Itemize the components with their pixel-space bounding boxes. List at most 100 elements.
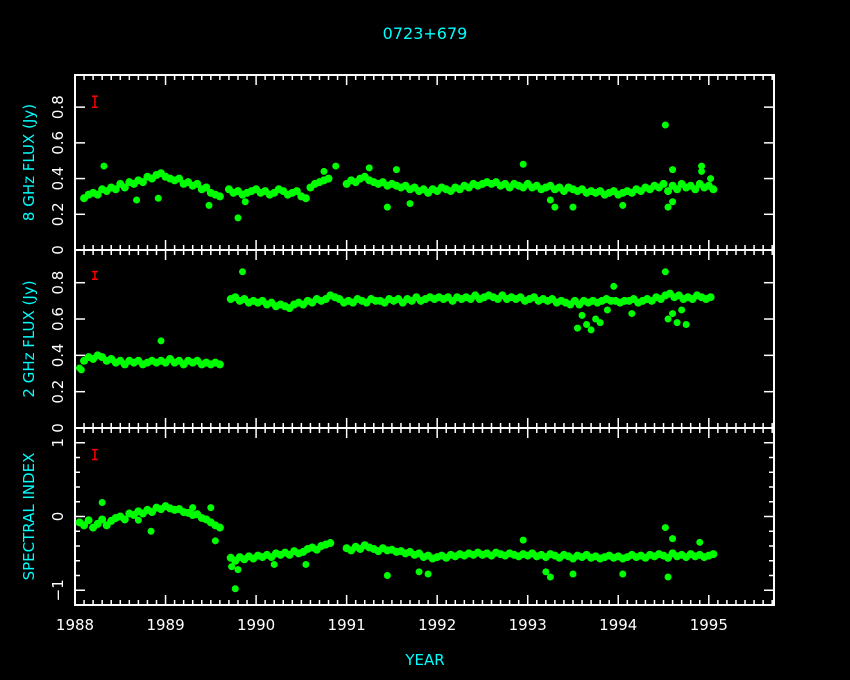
data-point — [664, 187, 673, 196]
panel-3: −1 0 1 SPECTRAL INDEX — [20, 427, 775, 606]
data-point-outlier — [133, 196, 141, 204]
x-tick-label: 1990 — [237, 616, 275, 634]
data-point-outlier — [673, 319, 681, 327]
data-point-outlier — [406, 200, 414, 208]
data-point — [324, 174, 333, 183]
data-point-outlier — [424, 570, 432, 578]
y-axis-label: 8 GHz FLUX (Jy) — [20, 104, 38, 221]
data-point-outlier — [234, 214, 242, 222]
x-tick-label: 1992 — [418, 616, 456, 634]
data-point-outlier — [100, 162, 108, 170]
y-tick-label: 0.6 — [49, 307, 67, 331]
data-point-outlier — [664, 203, 672, 211]
x-tick-label: 1988 — [56, 616, 94, 634]
data-point-outlier — [365, 164, 373, 172]
data-point-outlier — [569, 570, 577, 578]
data-point-outlier — [546, 573, 554, 581]
data-point-outlier — [619, 201, 627, 209]
data-point-outlier — [698, 162, 706, 170]
data-point-outlier — [698, 167, 706, 175]
x-tick-label: 1993 — [509, 616, 547, 634]
panel-2: 0 0.2 0.4 0.6 0.8 2 GHz FLUX (Jy) — [20, 249, 775, 433]
data-point-outlier — [669, 166, 677, 174]
data-point — [292, 187, 301, 196]
x-tick-label: 1989 — [146, 616, 184, 634]
data-point-outlier — [332, 162, 340, 170]
data-point-outlier — [610, 282, 618, 290]
data-point-outlier — [696, 538, 704, 546]
data-point — [202, 183, 211, 192]
panel-1: 0 0.2 0.4 0.6 0.8 8 GHz FLUX (Jy) — [20, 74, 775, 255]
data-point-outlier — [661, 121, 669, 129]
data-point — [120, 515, 129, 524]
data-point-outlier — [682, 320, 690, 328]
data-point-outlier — [270, 560, 278, 568]
data-point-outlier — [587, 326, 595, 334]
data-point-outlier — [228, 563, 236, 571]
data-point-outlier — [320, 167, 328, 175]
data-point — [120, 183, 129, 192]
y-tick-label: 0 — [49, 245, 67, 255]
data-point-outlier — [707, 175, 715, 183]
data-point — [98, 515, 107, 524]
data-point-outlier — [669, 535, 677, 543]
data-point-outlier — [392, 166, 400, 174]
x-tick-label: 1995 — [690, 616, 728, 634]
chart-title: 0723+679 — [383, 24, 468, 43]
data-point-outlier — [619, 570, 627, 578]
data-point-outlier — [211, 537, 219, 545]
data-point-outlier — [519, 160, 527, 168]
data-point-outlier — [98, 498, 106, 506]
data-point-outlier — [596, 319, 604, 327]
x-axis-label: YEAR — [404, 651, 444, 669]
data-point — [193, 179, 202, 188]
data-point-outlier — [664, 315, 672, 323]
data-point — [709, 185, 718, 194]
data-point — [80, 521, 89, 530]
data-point-outlier — [546, 196, 554, 204]
data-point — [326, 539, 335, 548]
panels: 0 0.2 0.4 0.6 0.8 8 GHz FLUX (Jy) 0 0.2 0.4 0.6 0.… — [20, 74, 775, 634]
panel-frame — [74, 249, 775, 429]
data-point-outlier — [661, 524, 669, 532]
y-tick-label: 0.2 — [49, 380, 67, 404]
y-axis-label: SPECTRAL INDEX — [20, 453, 38, 581]
data-point-outlier — [664, 573, 672, 581]
data-point-outlier — [583, 320, 591, 328]
data-point — [691, 185, 700, 194]
data-point-outlier — [77, 366, 85, 374]
data-point-outlier — [241, 198, 249, 206]
data-point-outlier — [603, 306, 611, 314]
data-point-outlier — [669, 198, 677, 206]
data-point-outlier — [578, 311, 586, 319]
data-point — [673, 185, 682, 194]
data-point — [84, 516, 93, 525]
data-point — [93, 190, 102, 199]
x-tick-label: 1991 — [328, 616, 366, 634]
x-tick-label: 1994 — [599, 616, 637, 634]
data-point-outlier — [134, 516, 142, 524]
data-point-outlier — [147, 527, 155, 535]
data-point-outlier — [678, 306, 686, 314]
data-point — [111, 185, 120, 194]
y-tick-label: 0.8 — [49, 95, 67, 119]
data-point-outlier — [383, 572, 391, 579]
data-point — [706, 293, 715, 302]
data-point-outlier — [569, 203, 577, 211]
data-point-outlier — [551, 203, 559, 211]
y-tick-label: 0.4 — [49, 167, 67, 191]
data-point-outlier — [669, 310, 677, 318]
panel-frame — [74, 74, 775, 251]
y-tick-label: 0 — [49, 423, 67, 433]
data-point — [215, 192, 224, 201]
data-point-outlier — [234, 566, 242, 574]
y-axis-label: 2 GHz FLUX (Jy) — [20, 280, 38, 397]
data-point-outlier — [302, 560, 310, 568]
data-point — [709, 550, 718, 559]
y-tick-label: 0 — [49, 512, 67, 522]
y-tick-label: 0.4 — [49, 343, 67, 367]
data-point-outlier — [205, 201, 213, 209]
y-tick-label: 0.2 — [49, 202, 67, 226]
y-tick-label: 0.8 — [49, 271, 67, 295]
